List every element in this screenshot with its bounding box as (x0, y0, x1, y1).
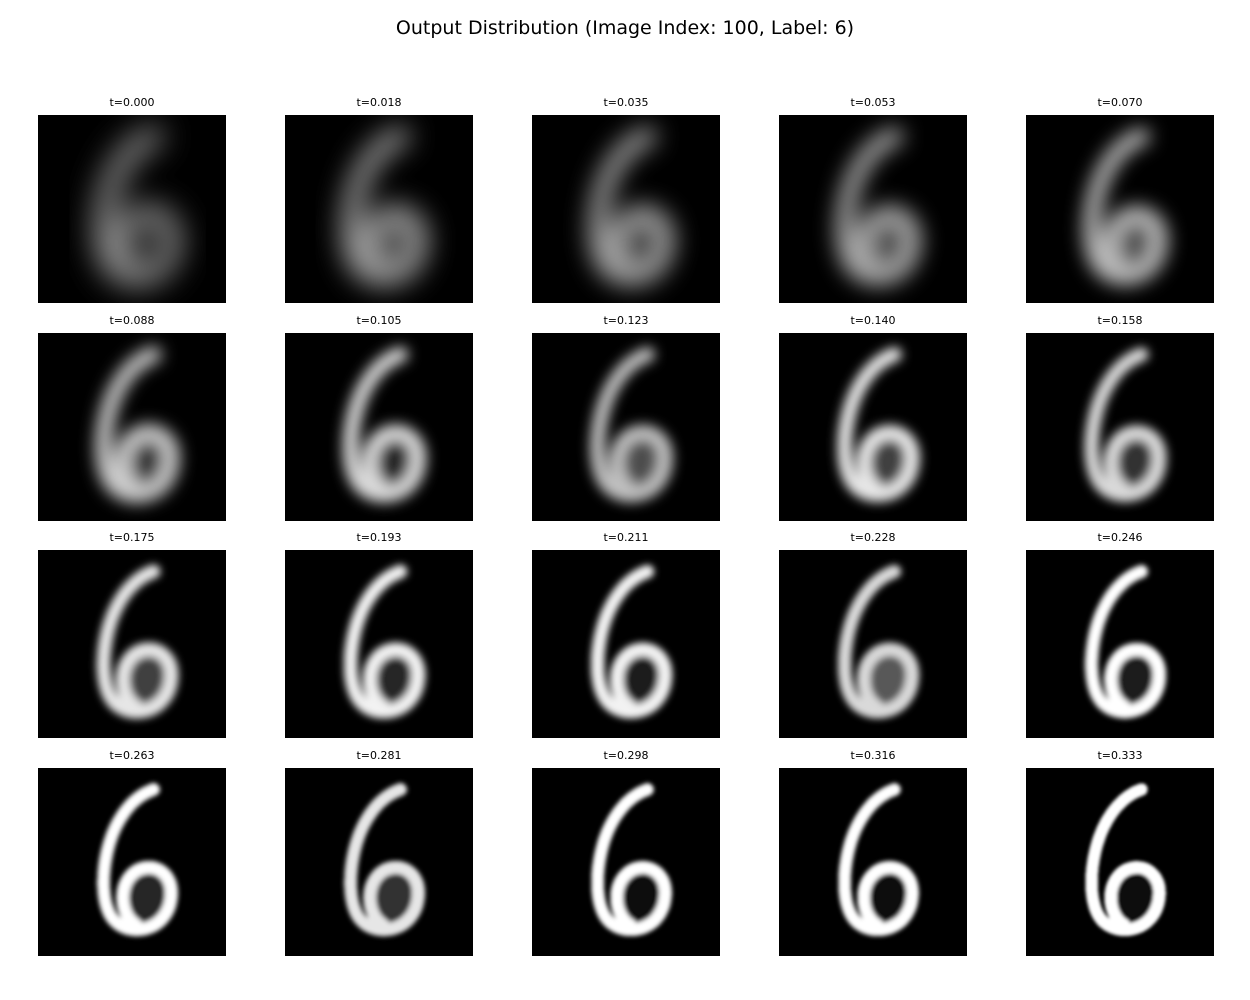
digit-image (779, 768, 967, 956)
panel-title: t=0.193 (285, 532, 473, 544)
panel-title: t=0.105 (285, 315, 473, 327)
digit-image (38, 333, 226, 521)
digit-image (285, 550, 473, 738)
digit-image (1026, 768, 1214, 956)
panel-title: t=0.281 (285, 750, 473, 762)
panel-title: t=0.070 (1026, 97, 1214, 109)
digit-image (38, 550, 226, 738)
panel-title: t=0.000 (38, 97, 226, 109)
panel-title: t=0.053 (779, 97, 967, 109)
panel-title: t=0.246 (1026, 532, 1214, 544)
panel-title: t=0.228 (779, 532, 967, 544)
digit-image (1026, 550, 1214, 738)
digit-image (532, 550, 720, 738)
digit-image (38, 115, 226, 303)
panel-title: t=0.333 (1026, 750, 1214, 762)
digit-image (1026, 115, 1214, 303)
panel-title: t=0.175 (38, 532, 226, 544)
digit-image (38, 768, 226, 956)
digit-image (532, 768, 720, 956)
panel-title: t=0.088 (38, 315, 226, 327)
digit-image (779, 333, 967, 521)
panel-title: t=0.298 (532, 750, 720, 762)
figure-title: Output Distribution (Image Index: 100, L… (0, 16, 1250, 40)
panel-title: t=0.263 (38, 750, 226, 762)
panel-title: t=0.158 (1026, 315, 1214, 327)
panel-title: t=0.140 (779, 315, 967, 327)
digit-image (532, 333, 720, 521)
panel-title: t=0.035 (532, 97, 720, 109)
digit-image (779, 550, 967, 738)
panel-title: t=0.123 (532, 315, 720, 327)
digit-image (285, 115, 473, 303)
panel-title: t=0.211 (532, 532, 720, 544)
digit-image (1026, 333, 1214, 521)
digit-image (285, 333, 473, 521)
panel-title: t=0.316 (779, 750, 967, 762)
panel-title: t=0.018 (285, 97, 473, 109)
digit-image (285, 768, 473, 956)
digit-image (532, 115, 720, 303)
digit-image (779, 115, 967, 303)
